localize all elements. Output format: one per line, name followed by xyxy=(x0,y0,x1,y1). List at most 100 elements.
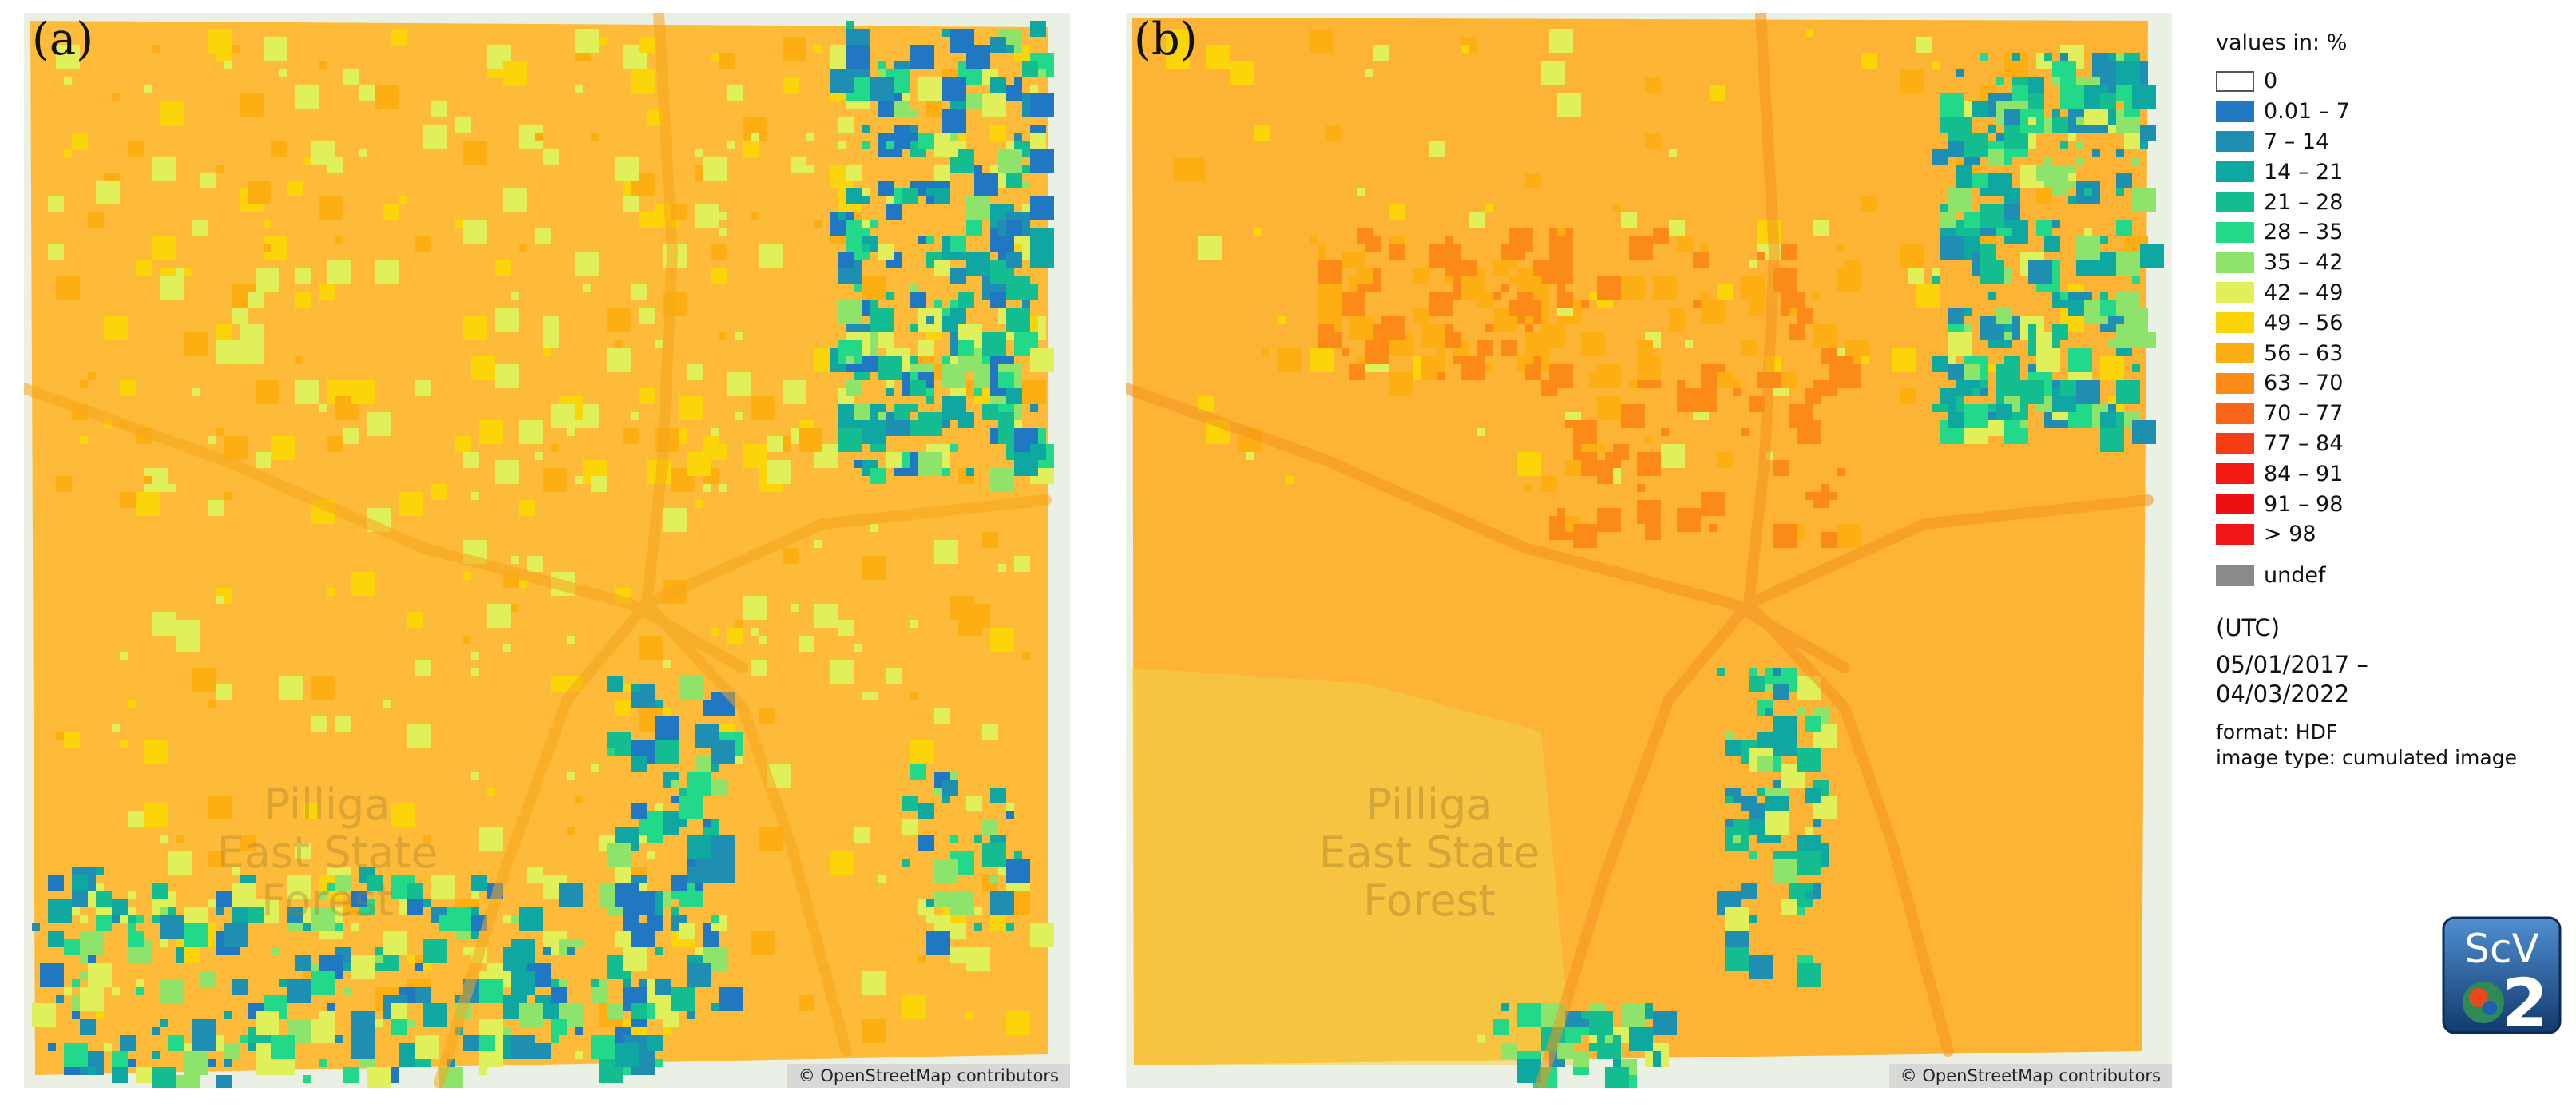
raster-cell xyxy=(878,332,894,348)
raster-cell xyxy=(1445,324,1453,332)
raster-cell xyxy=(1318,300,1334,316)
raster-cell xyxy=(655,803,663,811)
raster-cell xyxy=(2012,53,2020,61)
raster-cell xyxy=(535,1043,551,1059)
raster-cell xyxy=(1677,508,1701,532)
raster-cell xyxy=(136,492,160,516)
raster-cell xyxy=(942,356,950,364)
raster-cell xyxy=(2012,332,2020,340)
raster-cell xyxy=(487,604,511,628)
raster-cell xyxy=(287,907,303,923)
map-legend: values in: % 0 0.01 – 7 7 – 14 14 – 21 21 – … xyxy=(2216,30,2567,591)
raster-cell xyxy=(1653,276,1677,300)
raster-cell xyxy=(1797,748,1821,772)
panel-label-b: (b) xyxy=(1134,14,1198,65)
raster-cell xyxy=(2092,149,2100,157)
raster-cell xyxy=(687,1011,695,1019)
raster-cell xyxy=(926,101,942,117)
raster-cell xyxy=(136,1067,152,1083)
raster-cell xyxy=(591,1035,615,1059)
raster-cell xyxy=(759,708,775,724)
raster-cell xyxy=(152,236,176,260)
raster-cell xyxy=(287,875,311,899)
raster-cell xyxy=(224,1043,240,1059)
raster-cell xyxy=(479,1035,495,1051)
raster-cell xyxy=(343,428,359,444)
raster-cell xyxy=(535,133,543,141)
raster-cell xyxy=(783,77,799,93)
raster-cell xyxy=(1318,252,1326,260)
raster-cell xyxy=(990,37,1006,53)
raster-cell xyxy=(1701,292,1709,300)
raster-cell xyxy=(711,915,719,923)
raster-cell xyxy=(248,292,264,308)
raster-cell xyxy=(1741,428,1749,436)
raster-cell xyxy=(1006,141,1014,149)
raster-cell xyxy=(591,133,599,141)
raster-cell xyxy=(942,396,966,420)
raster-cell xyxy=(463,452,479,468)
raster-cell xyxy=(623,947,647,971)
raster-cell xyxy=(1725,796,1733,803)
raster-cell xyxy=(551,444,559,452)
raster-cell xyxy=(479,971,487,979)
raster-cell xyxy=(894,101,910,117)
raster-cell xyxy=(1254,228,1262,236)
raster-cell xyxy=(1006,923,1014,931)
raster-cell xyxy=(1437,372,1445,380)
raster-cell xyxy=(1637,500,1661,524)
raster-cell xyxy=(870,220,878,228)
raster-cell xyxy=(934,260,950,276)
legend-item: 21 – 28 xyxy=(2216,187,2567,217)
raster-cell xyxy=(184,332,208,356)
raster-cell xyxy=(767,436,783,452)
map-attribution-a[interactable]: © OpenStreetMap contributors xyxy=(787,1064,1070,1088)
legend-item: 49 – 56 xyxy=(2216,308,2567,338)
map-panel-a[interactable]: Pilliga East State Forest (a) © OpenStre… xyxy=(24,13,1070,1088)
raster-cell xyxy=(966,947,990,971)
raster-cell xyxy=(910,284,918,292)
raster-cell xyxy=(479,1067,487,1075)
raster-cell xyxy=(80,436,88,444)
raster-cell xyxy=(1964,364,1980,380)
raster-cell xyxy=(854,827,870,843)
raster-cell xyxy=(1310,348,1334,372)
raster-cell xyxy=(80,380,88,388)
raster-cell xyxy=(998,372,1014,388)
raster-cell xyxy=(631,803,647,819)
raster-cell xyxy=(974,835,982,843)
raster-cell xyxy=(1725,947,1749,971)
raster-cell xyxy=(2076,157,2084,165)
raster-cell xyxy=(615,1043,639,1067)
raster-cell xyxy=(208,700,216,708)
raster-cell xyxy=(1956,69,1964,77)
map-attribution-b[interactable]: © OpenStreetMap contributors xyxy=(1888,1064,2172,1088)
raster-cell xyxy=(439,915,455,931)
raster-cell xyxy=(1956,165,1972,181)
raster-cell xyxy=(2004,204,2020,220)
raster-cell xyxy=(1988,420,2004,436)
raster-cell xyxy=(176,835,184,843)
raster-cell xyxy=(1565,460,1581,476)
raster-cell xyxy=(56,276,80,300)
raster-cell xyxy=(295,380,319,404)
raster-cell xyxy=(1621,404,1645,428)
raster-cell xyxy=(224,1011,232,1019)
map-panel-b[interactable]: Pilliga East State Forest (b) © OpenStre… xyxy=(1126,13,2172,1088)
raster-cell xyxy=(256,1059,271,1075)
raster-cell xyxy=(631,69,655,93)
legend-item: 77 – 84 xyxy=(2216,429,2567,459)
raster-cell xyxy=(160,979,184,1003)
raster-cell xyxy=(2028,260,2052,284)
raster-cell xyxy=(511,915,519,923)
raster-cell xyxy=(1445,236,1453,244)
raster-cell xyxy=(966,252,990,276)
raster-cell xyxy=(918,955,926,963)
raster-cell xyxy=(2052,77,2060,85)
raster-cell xyxy=(64,987,72,995)
raster-cell xyxy=(479,979,503,1003)
raster-cell xyxy=(679,819,687,827)
raster-cell xyxy=(1988,149,2004,165)
raster-cell xyxy=(1741,276,1765,300)
raster-cell xyxy=(120,1035,136,1051)
